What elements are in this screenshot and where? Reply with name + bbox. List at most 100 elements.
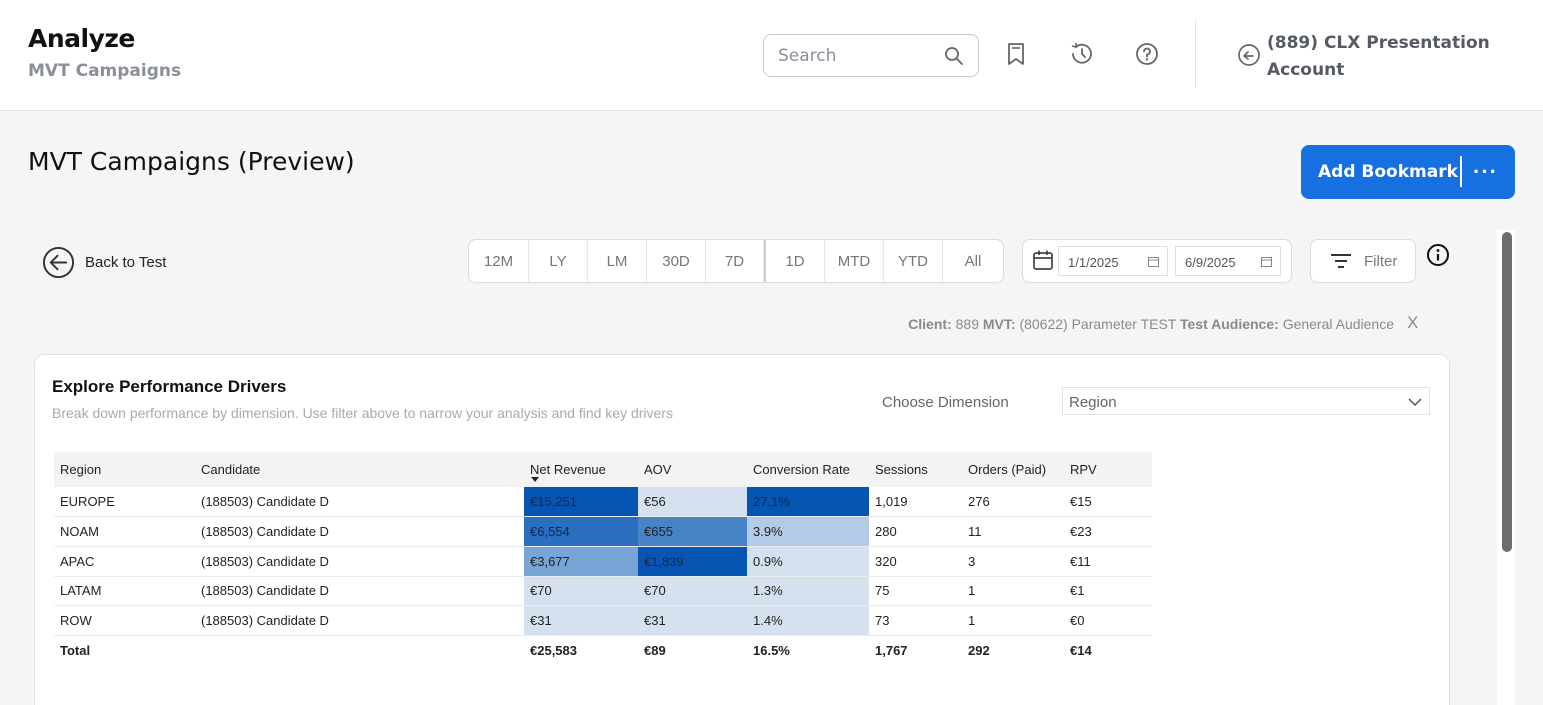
filter-label: Filter (1364, 252, 1398, 270)
cell-region: LATAM (54, 576, 195, 607)
total-orders: 292 (962, 634, 1064, 666)
filter-button[interactable]: Filter (1310, 239, 1416, 283)
card-subtitle: Break down performance by dimension. Use… (52, 405, 673, 421)
total-sessions: 1,767 (869, 634, 962, 666)
table-row[interactable]: LATAM (188503) Candidate D €70 €70 1.3% 75 1 €1 (54, 576, 1152, 607)
column-header-net-revenue[interactable]: Net Revenue (524, 452, 638, 487)
range-ytd-button[interactable]: YTD (884, 240, 943, 282)
cell-net-revenue: €31 (524, 605, 638, 636)
dimension-value: Region (1069, 394, 1117, 411)
start-date-value: 1/1/2025 (1068, 255, 1119, 270)
header-divider (1195, 20, 1196, 88)
back-label: Back to Test (85, 254, 167, 271)
switch-account-icon[interactable] (1237, 43, 1261, 67)
button-separator (1460, 156, 1462, 187)
help-icon[interactable] (1134, 41, 1160, 67)
end-date-field[interactable]: 6/9/2025 (1175, 246, 1281, 276)
cell-candidate: (188503) Candidate D (195, 576, 524, 607)
history-icon[interactable] (1069, 41, 1095, 67)
cell-aov: €70 (638, 576, 747, 607)
cell-orders: 1 (962, 605, 1064, 636)
range-30d-button[interactable]: 30D (647, 240, 706, 282)
cell-orders: 3 (962, 546, 1064, 577)
total-aov: €89 (638, 634, 747, 666)
search-input[interactable] (778, 44, 938, 68)
cell-aov: €1,839 (638, 546, 747, 577)
cell-region: EUROPE (54, 487, 195, 518)
range-divider (764, 240, 766, 282)
cell-conversion-rate: 1.4% (747, 605, 869, 636)
calendar-small-icon[interactable] (1148, 256, 1159, 267)
date-picker: 1/1/2025 6/9/2025 (1022, 239, 1292, 283)
cell-orders: 1 (962, 576, 1064, 607)
cell-conversion-rate: 27.1% (747, 487, 869, 518)
page-title: MVT Campaigns (Preview) (28, 147, 355, 176)
column-header-rpv[interactable]: RPV (1064, 452, 1152, 487)
calendar-icon[interactable] (1032, 249, 1054, 271)
range-7d-button[interactable]: 7D (706, 240, 764, 282)
cell-conversion-rate: 0.9% (747, 546, 869, 577)
column-header-sessions[interactable]: Sessions (869, 452, 962, 487)
bookmark-icon[interactable] (1003, 41, 1029, 67)
cell-conversion-rate: 3.9% (747, 516, 869, 547)
cell-rpv: €1 (1064, 576, 1152, 607)
add-bookmark-button[interactable]: Add Bookmark ··· (1301, 145, 1515, 199)
client-label: Client: (908, 316, 952, 332)
table-header-row: Region Candidate Net Revenue AOV Convers… (54, 452, 1152, 487)
context-summary: Client: 889 MVT: (80622) Parameter TEST … (908, 316, 1394, 332)
cell-sessions: 75 (869, 576, 962, 607)
dimension-label: Choose Dimension (882, 394, 1009, 411)
back-to-test-link[interactable]: Back to Test (42, 246, 166, 279)
range-12m-button[interactable]: 12M (469, 240, 529, 282)
drivers-table: Region Candidate Net Revenue AOV Convers… (54, 452, 1152, 666)
arrow-left-circle-icon (42, 246, 75, 279)
cell-net-revenue: €3,677 (524, 546, 638, 577)
dimension-select[interactable]: Region (1062, 387, 1430, 415)
add-bookmark-label: Add Bookmark (1318, 162, 1458, 182)
total-conversion-rate: 16.5% (747, 634, 869, 666)
column-header-conversion-rate[interactable]: Conversion Rate (747, 452, 869, 487)
table-row[interactable]: EUROPE (188503) Candidate D €15,251 €56 27.1… (54, 487, 1152, 518)
table-row[interactable]: APAC (188503) Candidate D €3,677 €1,839 0.9%… (54, 546, 1152, 577)
column-header-candidate[interactable]: Candidate (195, 452, 524, 487)
scrollbar-thumb[interactable] (1502, 232, 1512, 552)
column-header-orders[interactable]: Orders (Paid) (962, 452, 1064, 487)
column-header-region[interactable]: Region (54, 452, 195, 487)
cell-net-revenue: €70 (524, 576, 638, 607)
date-range-group: 12M LY LM 30D 7D 1D MTD YTD All (468, 239, 1004, 283)
info-icon[interactable] (1426, 243, 1450, 267)
net-revenue-header-label: Net Revenue (530, 462, 606, 477)
cell-rpv: €23 (1064, 516, 1152, 547)
more-options-icon[interactable]: ··· (1473, 159, 1498, 184)
range-mtd-button[interactable]: MTD (825, 240, 884, 282)
table-row[interactable]: ROW (188503) Candidate D €31 €31 1.4% 73 1 €0 (54, 605, 1152, 636)
sort-desc-icon (531, 477, 539, 482)
search-box[interactable] (763, 34, 979, 77)
account-name[interactable]: (889) CLX Presentation Account (1267, 33, 1490, 80)
cell-net-revenue: €15,251 (524, 487, 638, 518)
audience-label: Test Audience: (1180, 316, 1279, 332)
filter-icon (1331, 254, 1351, 268)
range-1d-button[interactable]: 1D (766, 240, 825, 282)
cell-sessions: 320 (869, 546, 962, 577)
range-lm-button[interactable]: LM (588, 240, 647, 282)
clear-context-button[interactable]: X (1407, 313, 1419, 332)
audience-value: General Audience (1282, 316, 1394, 332)
column-header-aov[interactable]: AOV (638, 452, 747, 487)
cell-conversion-rate: 1.3% (747, 576, 869, 607)
table-row[interactable]: NOAM (188503) Candidate D €6,554 €655 3.9% 28… (54, 516, 1152, 547)
cell-net-revenue: €6,554 (524, 516, 638, 547)
cell-aov: €655 (638, 516, 747, 547)
cell-candidate: (188503) Candidate D (195, 546, 524, 577)
search-icon[interactable] (944, 46, 964, 66)
range-ly-button[interactable]: LY (529, 240, 588, 282)
app-title: Analyze (28, 24, 135, 53)
start-date-field[interactable]: 1/1/2025 (1058, 246, 1168, 276)
mvt-value: (80622) Parameter TEST (1019, 316, 1177, 332)
table-total-row: Total €25,583 €89 16.5% 1,767 292 €14 (54, 634, 1152, 666)
card-title: Explore Performance Drivers (52, 377, 287, 396)
range-all-button[interactable]: All (964, 252, 982, 270)
end-date-value: 6/9/2025 (1185, 255, 1236, 270)
calendar-small-icon[interactable] (1261, 256, 1272, 267)
client-value: 889 (955, 316, 979, 332)
